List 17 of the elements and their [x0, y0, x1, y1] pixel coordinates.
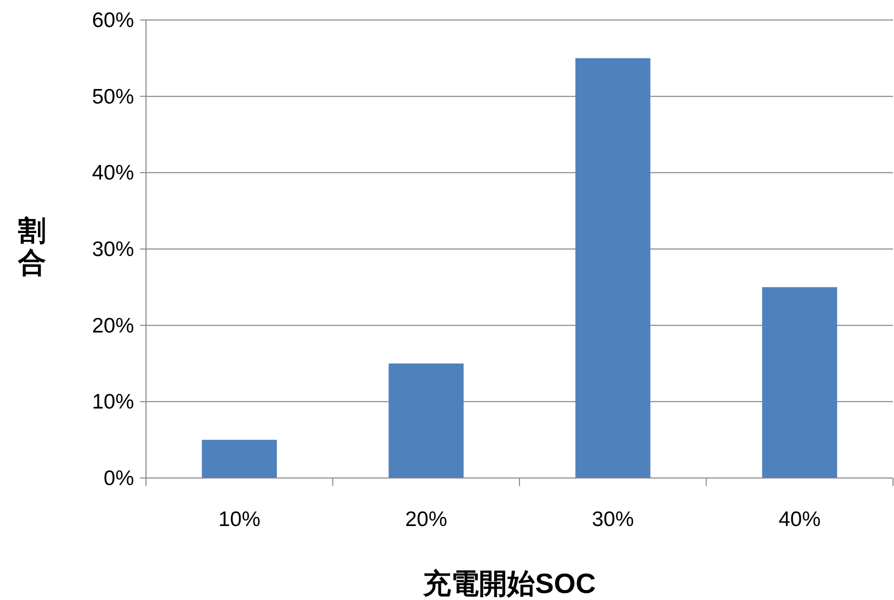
y-tick-label: 20%: [92, 314, 134, 338]
x-tick-label: 20%: [405, 508, 448, 531]
y-tick-label: 30%: [92, 238, 134, 261]
bar: [388, 364, 464, 478]
x-tick-label: 40%: [778, 508, 821, 531]
y-tick-label: 50%: [92, 85, 134, 108]
x-axis-title: 充電開始SOC: [422, 568, 596, 599]
bar: [762, 287, 838, 478]
y-tick-label: 40%: [92, 162, 134, 185]
y-tick-label: 0%: [104, 467, 134, 490]
y-axis-title: 割合: [17, 215, 46, 278]
bar: [202, 440, 277, 478]
y-tick-label: 10%: [92, 390, 134, 414]
bar: [575, 58, 650, 478]
x-tick-label: 30%: [592, 508, 634, 531]
y-tick-label: 60%: [92, 9, 134, 32]
x-tick-label: 10%: [218, 508, 260, 531]
